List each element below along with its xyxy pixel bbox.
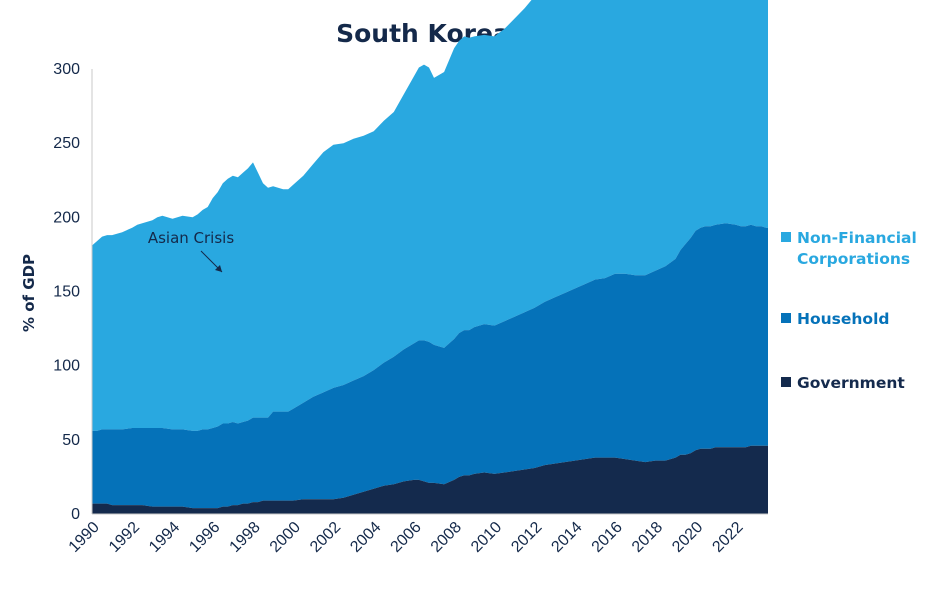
x-tick-label: 2018 (629, 519, 666, 556)
x-tick-label: 1992 (106, 519, 143, 556)
y-tick-label: 0 (71, 506, 80, 523)
x-tick-label: 1994 (146, 519, 183, 556)
x-tick-label: 2012 (508, 519, 545, 556)
x-tick-label: 2002 (307, 519, 344, 556)
legend-swatch (781, 377, 791, 387)
legend-swatch (781, 313, 791, 323)
x-tick-label: 2022 (709, 519, 746, 556)
y-tick-label: 250 (53, 135, 80, 152)
legend-item: Government (781, 374, 905, 392)
y-tick-label: 300 (53, 61, 80, 78)
x-tick-label: 2000 (267, 519, 304, 556)
legend-swatch (781, 232, 791, 242)
annotation-text: Asian Crisis (148, 229, 235, 247)
x-tick-label: 1998 (227, 519, 264, 556)
x-tick-label: 2004 (347, 519, 384, 556)
x-tick-label: 2016 (589, 519, 626, 556)
y-tick-label: 200 (53, 209, 80, 226)
legend: Non-Financial Corporations Household Govern… (781, 229, 917, 392)
y-axis-label: % of GDP (20, 254, 38, 332)
x-tick-label: 1996 (186, 519, 223, 556)
y-tick-label: 50 (62, 432, 80, 449)
area-non-financial-corporations (92, 0, 768, 431)
area-government (92, 445, 768, 514)
plot-areas (92, 0, 768, 514)
y-tick-label: 150 (53, 284, 80, 301)
legend-label: Non-Financial (797, 229, 917, 247)
annotation-arrowhead (215, 265, 222, 272)
x-tick-label: 2006 (388, 519, 425, 556)
legend-label-line2: Corporations (797, 250, 910, 268)
area-household (92, 223, 768, 509)
legend-label: Government (797, 374, 905, 392)
x-tick-label: 2010 (468, 519, 505, 556)
x-tick-label: 2020 (669, 519, 706, 556)
legend-item: Household (781, 310, 890, 328)
legend-label: Household (797, 310, 890, 328)
annotation: Asian Crisis (148, 229, 235, 273)
y-tick-label: 100 (53, 358, 80, 375)
x-tick-label: 2014 (548, 519, 585, 556)
x-tick-label: 2008 (428, 519, 465, 556)
legend-item: Non-Financial Corporations (781, 229, 917, 268)
x-tick-label: 1990 (66, 519, 103, 556)
